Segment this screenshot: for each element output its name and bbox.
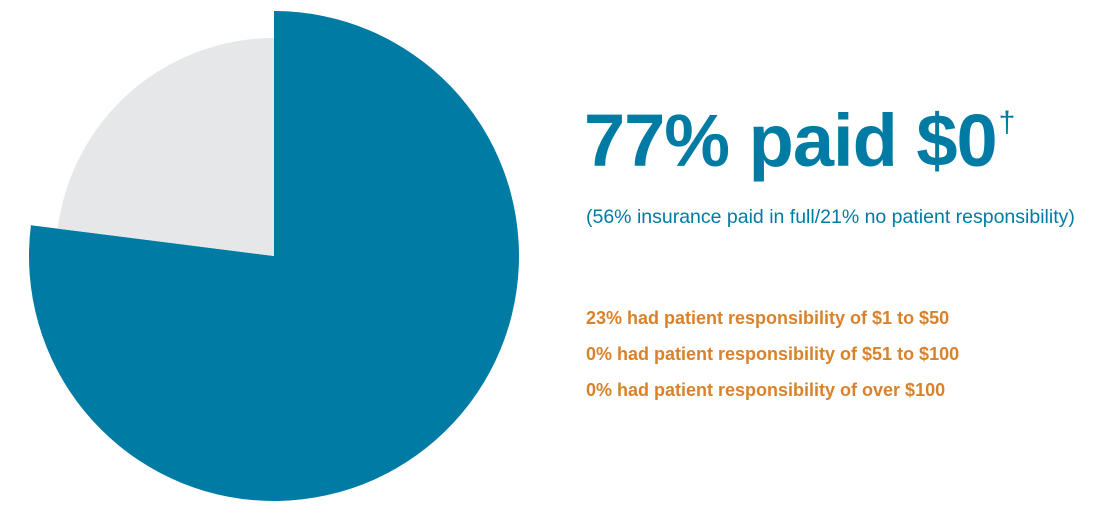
dagger-footnote-mark: †: [998, 106, 1016, 139]
responsibility-list: 23% had patient responsibility of $1 to …: [586, 300, 959, 408]
headline-text: 77% paid $0: [584, 99, 998, 182]
pie-chart: [28, 11, 519, 501]
responsibility-item: 0% had patient responsibility of $51 to …: [586, 344, 960, 364]
responsibility-item: 23% had patient responsibility of $1 to …: [586, 308, 950, 328]
headline: 77% paid $0†: [584, 104, 1016, 178]
headline-breakdown: (56% insurance paid in full/21% no patie…: [586, 206, 1075, 228]
responsibility-item: 0% had patient responsibility of over $1…: [586, 380, 946, 400]
pie-slice-patient-responsibility: [57, 37, 274, 257]
pie-slice-paid-zero: [28, 11, 519, 501]
